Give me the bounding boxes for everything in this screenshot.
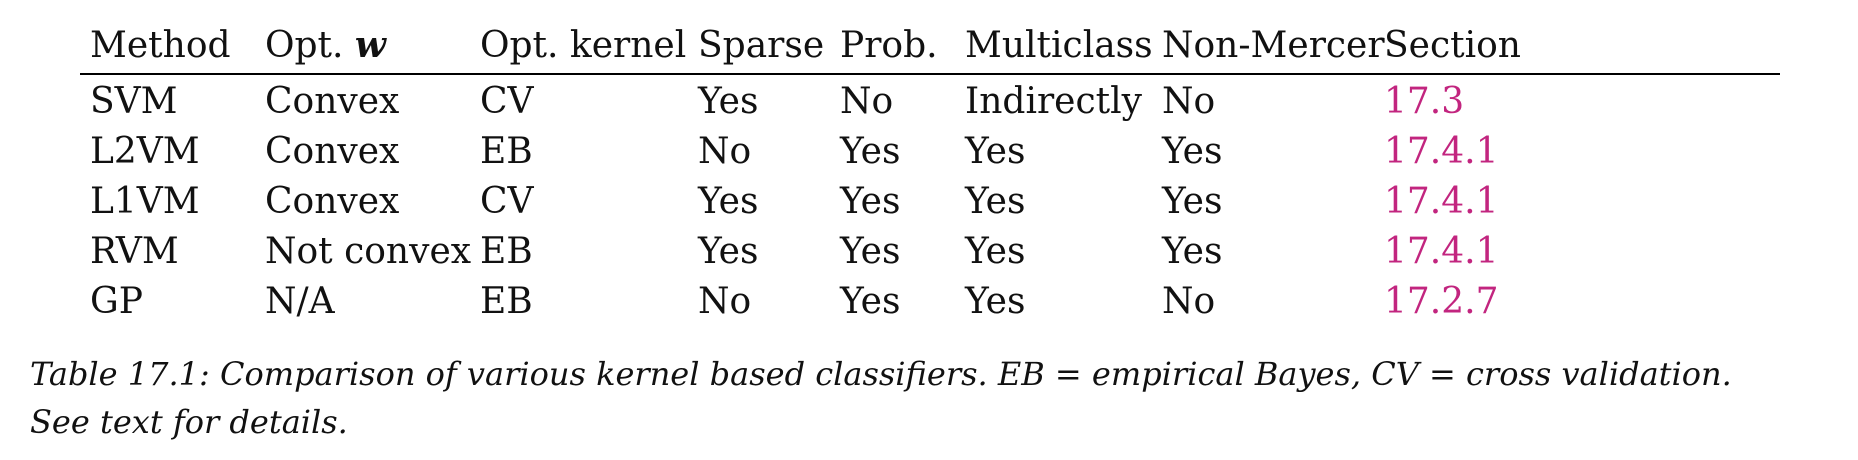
cell-opt-w: Convex — [265, 81, 400, 122]
section-link[interactable]: 17.4.1 — [1384, 181, 1499, 222]
cell-opt-kernel: CV — [480, 181, 534, 222]
cell-non-mercer: Yes — [1162, 131, 1223, 172]
header-row: Method Opt. w Opt. kernel Sparse Prob. M… — [80, 18, 1780, 75]
cell-opt-kernel: EB — [480, 231, 533, 272]
comparison-table: Method Opt. w Opt. kernel Sparse Prob. M… — [80, 18, 1780, 327]
table-caption: Table 17.1: Comparison of various kernel… — [30, 350, 1840, 446]
cell-multiclass: Yes — [965, 131, 1026, 172]
cell-prob: Yes — [840, 181, 901, 222]
section-link[interactable]: 17.2.7 — [1384, 281, 1499, 322]
header-section: Section — [1359, 18, 1780, 75]
table-row: SVM Convex CV Yes No Indirectly No 17.3 — [80, 74, 1780, 127]
cell-multiclass: Yes — [965, 181, 1026, 222]
table-row: L2VM Convex EB No Yes Yes Yes 17.4.1 — [80, 127, 1780, 177]
header-opt-kernel: Opt. kernel — [455, 18, 686, 75]
cell-prob: Yes — [840, 131, 901, 172]
cell-opt-w: Not convex — [265, 231, 472, 272]
cell-method: SVM — [90, 81, 178, 122]
header-method: Method — [80, 18, 240, 75]
cell-non-mercer: Yes — [1162, 231, 1223, 272]
header-opt-w-label: Opt. — [265, 25, 355, 66]
cell-non-mercer: No — [1162, 81, 1216, 122]
cell-prob: No — [840, 81, 894, 122]
cell-prob: Yes — [840, 231, 901, 272]
cell-non-mercer: No — [1162, 281, 1216, 322]
header-opt-w-symbol: w — [354, 24, 386, 66]
header-prob: Prob. — [815, 18, 940, 75]
section-link[interactable]: 17.3 — [1384, 81, 1465, 122]
cell-sparse: Yes — [698, 81, 759, 122]
cell-sparse: No — [698, 281, 752, 322]
cell-opt-w: N/A — [265, 281, 335, 322]
cell-opt-kernel: CV — [480, 81, 534, 122]
caption-line-1: Table 17.1: Comparison of various kernel… — [30, 355, 1732, 393]
table-row: GP N/A EB No Yes Yes No 17.2.7 — [80, 277, 1780, 327]
section-link[interactable]: 17.4.1 — [1384, 131, 1499, 172]
cell-prob: Yes — [840, 281, 901, 322]
cell-sparse: Yes — [698, 181, 759, 222]
table-header: Method Opt. w Opt. kernel Sparse Prob. M… — [80, 18, 1780, 75]
section-link[interactable]: 17.4.1 — [1384, 231, 1499, 272]
cell-method: GP — [90, 281, 143, 322]
cell-opt-kernel: EB — [480, 131, 533, 172]
comparison-table-container: Method Opt. w Opt. kernel Sparse Prob. M… — [80, 18, 1780, 327]
table-row: L1VM Convex CV Yes Yes Yes Yes 17.4.1 — [80, 177, 1780, 227]
cell-sparse: No — [698, 131, 752, 172]
table-body: SVM Convex CV Yes No Indirectly No 17.3 … — [80, 74, 1780, 327]
cell-method: L1VM — [90, 181, 200, 222]
header-multiclass: Multiclass — [940, 18, 1153, 75]
cell-non-mercer: Yes — [1162, 181, 1223, 222]
cell-opt-w: Convex — [265, 131, 400, 172]
cell-opt-kernel: EB — [480, 281, 533, 322]
cell-multiclass: Indirectly — [965, 81, 1142, 122]
header-sparse: Sparse — [673, 18, 824, 75]
cell-sparse: Yes — [698, 231, 759, 272]
header-non-mercer: Non-Mercer — [1137, 18, 1385, 75]
cell-multiclass: Yes — [965, 281, 1026, 322]
header-opt-w: Opt. w — [240, 18, 455, 75]
caption-line-2: See text for details. — [30, 403, 348, 441]
cell-multiclass: Yes — [965, 231, 1026, 272]
table-row: RVM Not convex EB Yes Yes Yes Yes 17.4.1 — [80, 227, 1780, 277]
cell-method: L2VM — [90, 131, 200, 172]
cell-method: RVM — [90, 231, 179, 272]
cell-opt-w: Convex — [265, 181, 400, 222]
